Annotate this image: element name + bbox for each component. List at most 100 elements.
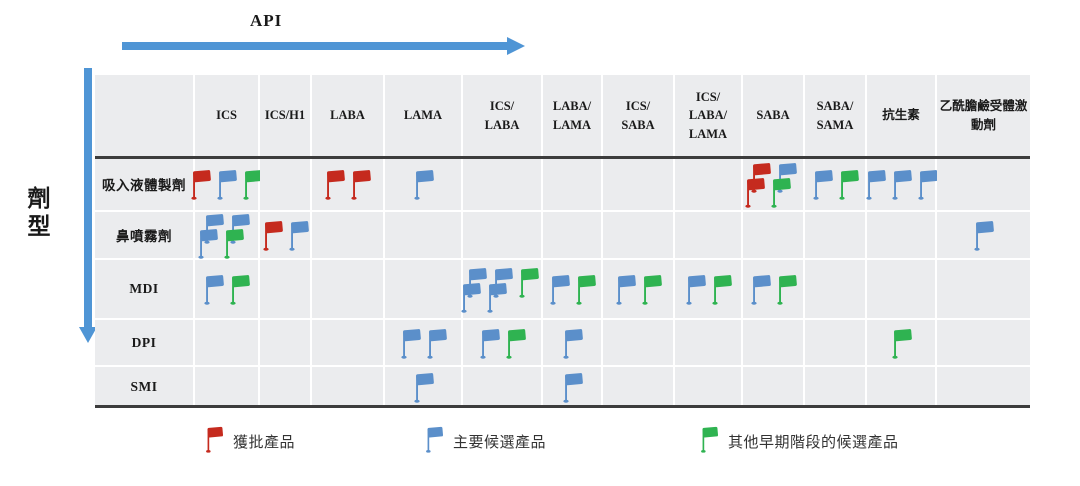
matrix-cell	[195, 367, 258, 407]
matrix-cell	[543, 158, 601, 210]
flag-icon-early	[575, 275, 596, 305]
flag-line	[614, 273, 663, 305]
column-header-8: SABA	[743, 75, 803, 156]
flag-icon-lead	[562, 373, 583, 403]
flag-line	[323, 168, 372, 200]
matrix-cell	[675, 158, 741, 210]
flag-line	[561, 327, 584, 359]
matrix-cell	[603, 158, 673, 210]
flag-line	[196, 227, 245, 259]
flag-icon-lead	[685, 275, 706, 305]
matrix-cell	[937, 158, 1030, 210]
matrix-cell	[463, 367, 541, 407]
flag-group	[412, 371, 435, 403]
flag-line	[890, 327, 913, 359]
flag-icon-early	[838, 170, 859, 200]
matrix-cell	[805, 212, 865, 258]
column-header-2: LABA	[312, 75, 383, 156]
flag-line	[972, 219, 995, 251]
matrix-cell	[312, 158, 383, 210]
matrix-cell	[543, 320, 601, 365]
matrix-cell	[460, 260, 541, 318]
flag-icon-early	[224, 228, 244, 259]
header-divider	[95, 156, 1030, 159]
matrix-cell	[312, 320, 383, 365]
flag-icon-approved	[750, 162, 771, 193]
matrix-cell	[463, 158, 541, 210]
matrix-cell	[805, 367, 865, 407]
flag-line	[399, 327, 448, 359]
column-header-7: ICS/ LABA/ LAMA	[675, 75, 741, 156]
flag-icon-early	[518, 267, 539, 298]
flag-group	[412, 168, 435, 200]
flag-icon-lead	[776, 162, 797, 193]
matrix-cell	[260, 320, 310, 365]
flag-group	[478, 327, 527, 359]
matrix-cell	[543, 260, 601, 318]
flag-line	[261, 219, 310, 251]
legend-item-lead: 主要候選產品	[424, 423, 546, 459]
column-header-11: 乙酰膽鹼受體激動劑	[937, 75, 1030, 156]
matrix-cell	[463, 212, 541, 258]
matrix-cell	[867, 367, 935, 407]
flag-group	[749, 273, 798, 305]
flag-line	[412, 371, 435, 403]
flag-line	[684, 273, 733, 305]
flag-group	[198, 212, 251, 259]
flag-icon-approved	[351, 170, 371, 200]
flag-group	[189, 168, 264, 200]
flag-icon-lead	[549, 275, 570, 305]
flag-icon-lead	[426, 426, 444, 453]
matrix-cell	[937, 260, 1030, 318]
matrix-cell	[385, 320, 461, 365]
row-header-2: MDI	[95, 260, 193, 318]
flag-icon-lead	[426, 328, 447, 359]
flag-group	[561, 371, 584, 403]
flag-line	[749, 273, 798, 305]
flag-group	[744, 161, 798, 208]
matrix-cell	[312, 212, 383, 258]
flag-line	[749, 161, 798, 193]
matrix-corner-cell	[95, 75, 193, 156]
flag-icon-lead	[413, 170, 434, 200]
matrix-cell	[385, 260, 461, 318]
flag-icon-approved	[262, 221, 283, 251]
matrix-cell	[603, 260, 673, 318]
matrix-cell	[191, 158, 263, 210]
matrix-cell	[260, 212, 310, 258]
flag-line	[811, 168, 860, 200]
matrix-cell	[603, 367, 673, 407]
x-axis-arrow-icon	[122, 37, 525, 55]
row-header-3: DPI	[95, 320, 193, 365]
matrix-cell	[805, 158, 865, 210]
flag-icon-approved	[191, 170, 211, 200]
y-axis-arrow-icon	[79, 68, 97, 343]
flag-icon-lead	[615, 275, 636, 305]
matrix-cell	[743, 320, 803, 365]
matrix-cell	[312, 367, 383, 407]
matrix-cell	[743, 260, 803, 318]
flag-group	[684, 273, 733, 305]
flag-line	[189, 168, 264, 200]
legend-label: 主要候選產品	[453, 434, 547, 451]
matrix-cell	[195, 212, 258, 259]
flag-icon-early	[711, 275, 732, 305]
matrix-cell	[743, 158, 803, 210]
flag-group	[972, 219, 995, 251]
flag-icon-early	[641, 275, 662, 305]
flag-line	[864, 168, 939, 200]
matrix-cell	[675, 320, 741, 365]
flag-group	[202, 273, 251, 305]
matrix-cell	[867, 260, 935, 318]
matrix-cell	[260, 367, 310, 407]
matrix-cell	[675, 367, 741, 407]
flag-icon-lead	[562, 328, 583, 359]
column-header-10: 抗生素	[867, 75, 935, 156]
matrix-cell	[195, 260, 258, 318]
flag-icon-early	[230, 275, 250, 305]
flag-icon-early	[776, 275, 797, 305]
flag-icon-early	[505, 328, 526, 359]
column-header-9: SABA/ SAMA	[805, 75, 865, 156]
flag-icon-lead	[198, 228, 218, 259]
column-header-5: LABA/ LAMA	[543, 75, 601, 156]
